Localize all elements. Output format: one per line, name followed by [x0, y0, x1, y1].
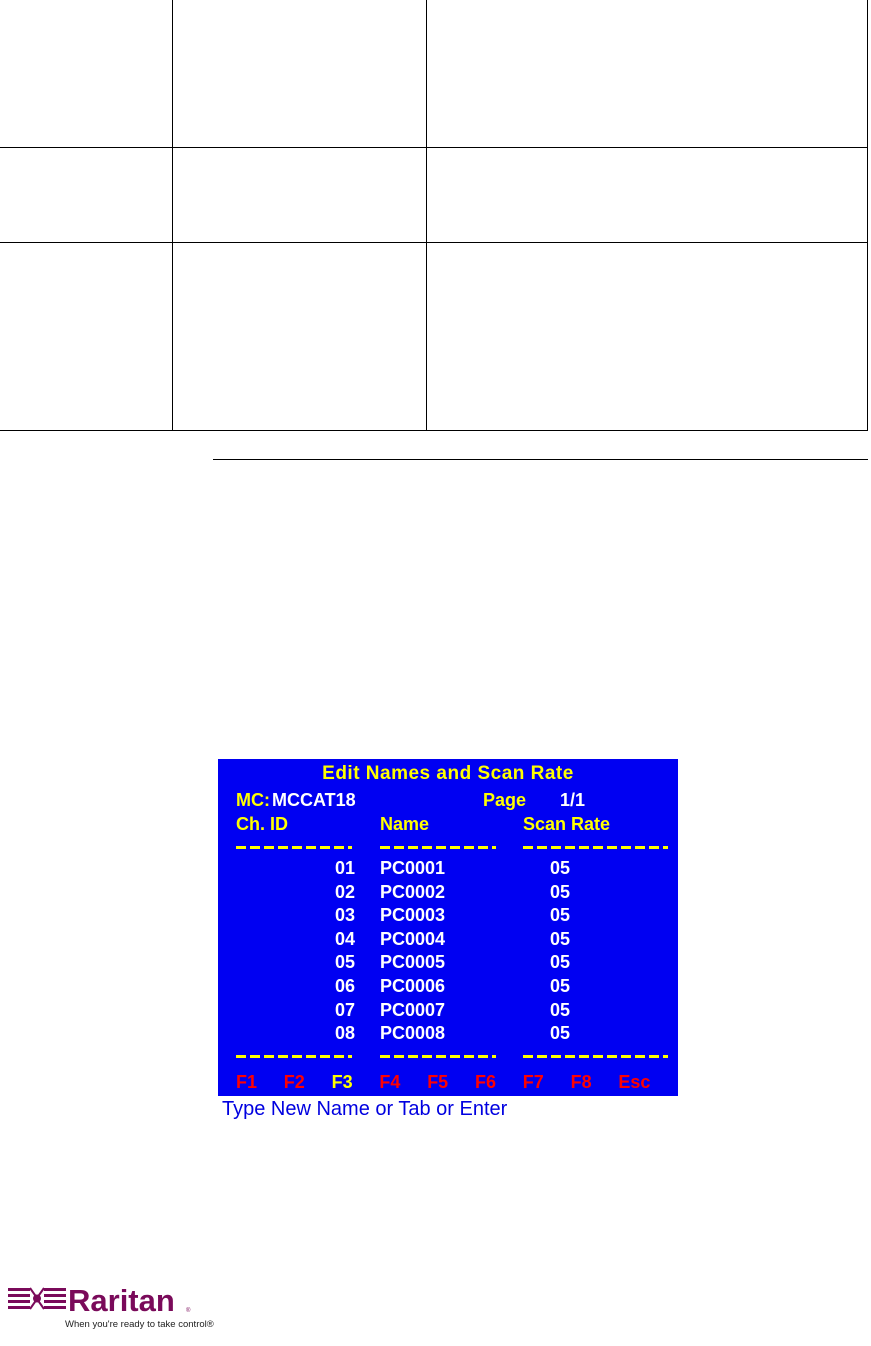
- table-cell: [0, 241, 173, 431]
- table-cell-scan-rate: 05: [550, 1023, 571, 1044]
- table-cell-scan-rate: 05: [550, 881, 571, 902]
- table-cell-name[interactable]: PC0002: [380, 881, 446, 902]
- table-cell-name[interactable]: PC0008: [380, 1023, 446, 1044]
- header-scan-rate: Scan Rate: [523, 814, 611, 834]
- function-key-esc[interactable]: Esc: [618, 1072, 651, 1092]
- page-value: 1/1: [560, 790, 586, 810]
- separator: [380, 846, 496, 849]
- table-cell-scan-rate: 05: [550, 905, 571, 926]
- svg-text:When you're ready to take cont: When you're ready to take control®: [65, 1319, 214, 1330]
- mc-label: MC:: [236, 790, 270, 810]
- header-ch-id: Ch. ID: [236, 814, 288, 834]
- table-cell-ch-id: 07: [334, 999, 355, 1020]
- separator: [523, 1055, 668, 1058]
- table-cell: [426, 241, 868, 431]
- table-cell-scan-rate: 05: [550, 976, 571, 996]
- osd-screen: Edit Names and Scan Rate MC: MCCAT18 Pag…: [218, 759, 678, 1096]
- function-key-f2[interactable]: F2: [283, 1072, 305, 1092]
- table-cell-ch-id: 08: [334, 1023, 355, 1044]
- table-cell-ch-id: 02: [334, 881, 355, 902]
- separator: [236, 1055, 352, 1058]
- horizontal-rule: [213, 459, 868, 460]
- empty-table: [0, 0, 868, 431]
- separator: [236, 846, 352, 849]
- table-cell: [172, 241, 427, 431]
- table-cell-name[interactable]: PC0004: [380, 928, 446, 949]
- table-cell: [0, 0, 173, 148]
- page-label: Page: [483, 790, 527, 810]
- table-cell-scan-rate: 05: [550, 858, 571, 878]
- table-cell-ch-id: 01: [334, 858, 355, 878]
- function-key-f3[interactable]: F3: [331, 1072, 353, 1092]
- function-key-f1[interactable]: F1: [236, 1072, 258, 1092]
- osd-title: Edit Names and Scan Rate: [322, 763, 574, 784]
- separator: [380, 1055, 496, 1058]
- table-cell-name[interactable]: PC0007: [380, 999, 446, 1020]
- table-cell: [0, 146, 173, 243]
- table-cell-name[interactable]: PC0005: [380, 952, 446, 973]
- function-key-f7[interactable]: F7: [522, 1072, 544, 1092]
- table-cell-scan-rate: 05: [550, 928, 571, 949]
- table-cell: [426, 0, 868, 148]
- table-cell: [426, 146, 868, 243]
- table-cell-scan-rate: 05: [550, 952, 571, 973]
- osd-status-text: Type New Name or Tab or Enter: [222, 1098, 508, 1120]
- function-key-f8[interactable]: F8: [570, 1072, 592, 1092]
- separator: [523, 846, 668, 849]
- table-cell-scan-rate: 05: [550, 999, 571, 1020]
- table-cell-name[interactable]: PC0003: [380, 905, 446, 926]
- function-key-f5[interactable]: F5: [427, 1072, 449, 1092]
- table-cell-name[interactable]: PC0006: [380, 976, 446, 996]
- function-key-f4[interactable]: F4: [379, 1072, 401, 1092]
- table-cell: [172, 146, 427, 243]
- mc-value: MCCAT18: [272, 790, 356, 810]
- svg-text:Raritan: Raritan: [68, 1284, 175, 1318]
- table-cell-ch-id: 04: [334, 928, 355, 949]
- raritan-logo: Raritan ® When you're ready to take cont…: [8, 1283, 238, 1346]
- table-cell-ch-id: 05: [334, 952, 355, 973]
- table-cell-name[interactable]: PC0001: [380, 858, 446, 878]
- svg-text:®: ®: [186, 1307, 191, 1314]
- table-cell: [172, 0, 427, 148]
- table-cell-ch-id: 06: [334, 976, 355, 996]
- function-key-f6[interactable]: F6: [475, 1072, 497, 1092]
- header-name: Name: [380, 814, 430, 834]
- table-cell-ch-id: 03: [334, 905, 355, 926]
